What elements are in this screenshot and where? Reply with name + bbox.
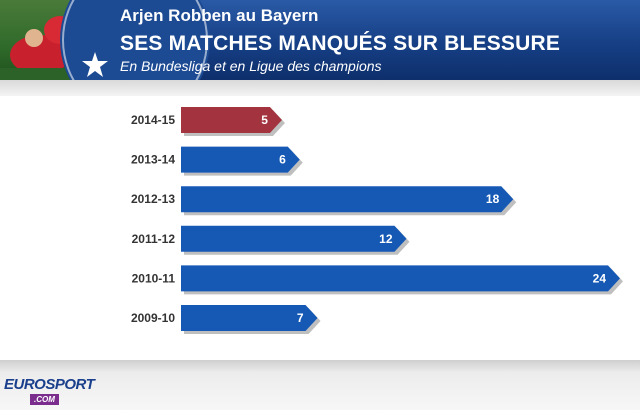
- logo-wordmark: EUROSPORT: [4, 376, 95, 393]
- value-label: 18: [486, 192, 500, 206]
- value-label: 24: [593, 271, 607, 285]
- header-curve-outline: [62, 0, 208, 80]
- value-label: 12: [379, 232, 393, 246]
- header-supertitle: Arjen Robben au Bayern: [120, 6, 319, 25]
- header-subtitle: En Bundesliga et en Ligue des champions: [120, 58, 382, 74]
- header-shadow-band: [0, 80, 640, 96]
- eurosport-logo[interactable]: EUROSPORT .COM: [4, 376, 95, 408]
- category-label: 2011-12: [132, 232, 176, 246]
- category-label: 2014-15: [131, 113, 175, 127]
- bar-2012-13: [181, 186, 514, 213]
- logo-tag: .COM: [30, 394, 59, 405]
- value-label: 7: [297, 311, 304, 325]
- header-title: SES MATCHES MANQUÉS SUR BLESSURE: [120, 32, 561, 55]
- bar-chart: 2014-15 5 2013-14 6 2012-13 18 2011-12 12 2010-1…: [131, 107, 623, 334]
- category-label: 2012-13: [131, 192, 175, 206]
- bar-2009-10: [181, 305, 318, 331]
- category-label: 2010-11: [132, 271, 176, 285]
- bar-2013-14: [181, 146, 300, 173]
- star-icon: [82, 52, 108, 77]
- value-label: 6: [279, 153, 286, 167]
- category-label: 2013-14: [131, 153, 175, 167]
- value-label: 5: [261, 113, 268, 127]
- bar-2011-12: [181, 225, 407, 252]
- category-label: 2009-10: [131, 311, 175, 325]
- bar-2014-15: [181, 107, 282, 133]
- header-banner: Arjen Robben au Bayern SES MATCHES MANQU…: [0, 0, 640, 80]
- footer: EUROSPORT .COM: [0, 360, 640, 410]
- bar-2010-11: [181, 265, 620, 292]
